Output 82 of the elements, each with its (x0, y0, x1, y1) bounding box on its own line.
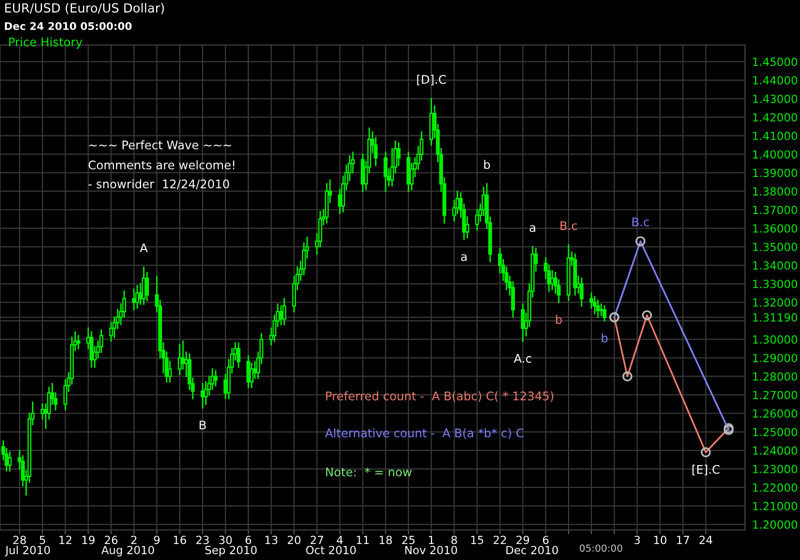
text: 05:00:00 (580, 544, 622, 552)
y-tick-label: 1.36000 (753, 224, 798, 233)
annotation: B.c (632, 218, 649, 226)
text: Nov 2010 (405, 546, 458, 554)
y-tick-label: 1.22000 (753, 483, 798, 492)
y-tick-label: 1.23000 (753, 464, 798, 474)
x-tick-label: 23 (196, 536, 209, 544)
y-tick-label: 1.25000 (753, 428, 798, 436)
annotation: A (140, 244, 148, 252)
x-tick-label: 8 (451, 536, 457, 544)
y-tick-label: 1.32000 (753, 298, 798, 307)
text: Oct 2010 (306, 546, 356, 554)
annotation: B (200, 420, 206, 430)
y-tick-label: 1.43000 (753, 94, 798, 104)
y-tick-label: 1.40000 (753, 150, 798, 159)
y-tick-label: 1.38000 (753, 187, 798, 196)
annotation: Alternative count - A B(a *b* c) C (325, 428, 524, 439)
x-tick-label: 15 (471, 536, 484, 544)
chart-subtitle: Dec 24 2010 05:00:00 (4, 22, 132, 30)
x-tick-label: 4 (336, 536, 343, 544)
y-tick-label: 1.27000 (753, 390, 798, 400)
annotation: [E].C (692, 464, 720, 476)
x-tick-label: 24 (700, 536, 712, 544)
x-tick-label: 26 (104, 536, 118, 544)
annotation: Preferred count - A B(abc) C( * 12345) (326, 391, 554, 402)
y-tick-label: 1.39000 (753, 168, 798, 178)
x-tick-label: 10 (654, 536, 666, 544)
y-tick-label: 1.42000 (753, 113, 798, 122)
annotation: b (484, 160, 490, 170)
text: Jul 2010 (4, 546, 50, 556)
chart-title: EUR/USD (Euro/US Dollar) (5, 2, 164, 14)
x-tick-label: 6 (246, 536, 252, 544)
x-tick-label: 19 (82, 536, 95, 544)
annotation: ~~~ Perfect Wave ~~~ (89, 140, 232, 150)
x-tick-label: 22 (494, 536, 506, 544)
x-tick-label: 27 (310, 536, 324, 544)
x-tick-label: 28 (13, 536, 26, 544)
y-tick-label: 1.34000 (753, 261, 798, 270)
x-tick-label: 17 (677, 536, 690, 544)
annotation: Note: * = now (326, 467, 412, 476)
y-tick-label: 1.41000 (753, 132, 798, 140)
annotation: a (530, 225, 536, 232)
y-tick-label: 1.45000 (753, 58, 798, 66)
annotation: B.c (560, 221, 577, 230)
x-tick-label: 30 (219, 536, 232, 544)
x-tick-label: 16 (174, 536, 186, 544)
x-tick-label: 18 (380, 536, 392, 544)
x-tick-label: 5 (40, 536, 46, 544)
y-tick-label: 1.31190 (753, 313, 798, 322)
text: Aug 2010 (101, 546, 154, 556)
annotation: - snowrider 12/24/2010 (88, 179, 230, 190)
x-tick-label: 9 (154, 536, 160, 544)
y-tick-label: 1.24000 (753, 446, 798, 455)
y-tick-label: 1.44000 (753, 76, 798, 85)
annotation: b (556, 314, 562, 324)
y-tick-label: 1.28000 (753, 372, 798, 381)
x-tick-label: 29 (516, 536, 530, 544)
x-tick-label: 12 (60, 536, 72, 544)
x-tick-label: 6 (542, 536, 549, 544)
annotation: [D].C (417, 74, 446, 86)
y-tick-label: 1.33000 (753, 280, 798, 288)
annotation: Price History (9, 37, 82, 49)
y-tick-label: 1.37000 (753, 206, 798, 214)
annotation: Comments are welcome! (88, 160, 234, 170)
y-tick-label: 1.35000 (753, 242, 798, 252)
x-tick-label: 20 (288, 536, 300, 544)
y-tick-label: 1.29000 (753, 354, 798, 362)
y-tick-label: 1.26000 (753, 409, 798, 418)
x-tick-label: 11 (356, 536, 369, 544)
x-tick-label: 25 (402, 536, 415, 544)
y-tick-label: 1.20000 (753, 520, 798, 529)
y-tick-label: 1.21000 (753, 502, 798, 510)
text: Sep 2010 (205, 546, 257, 556)
x-tick-label: 1 (429, 536, 434, 544)
y-tick-label: 1.30000 (753, 335, 798, 344)
x-tick-label: 13 (265, 536, 278, 544)
annotation: A.c (514, 354, 532, 363)
annotation: a (461, 254, 467, 262)
text: Dec 2010 (506, 546, 558, 554)
x-tick-label: 3 (634, 536, 640, 544)
annotation: b (602, 333, 608, 342)
x-tick-label: 2 (131, 536, 136, 544)
